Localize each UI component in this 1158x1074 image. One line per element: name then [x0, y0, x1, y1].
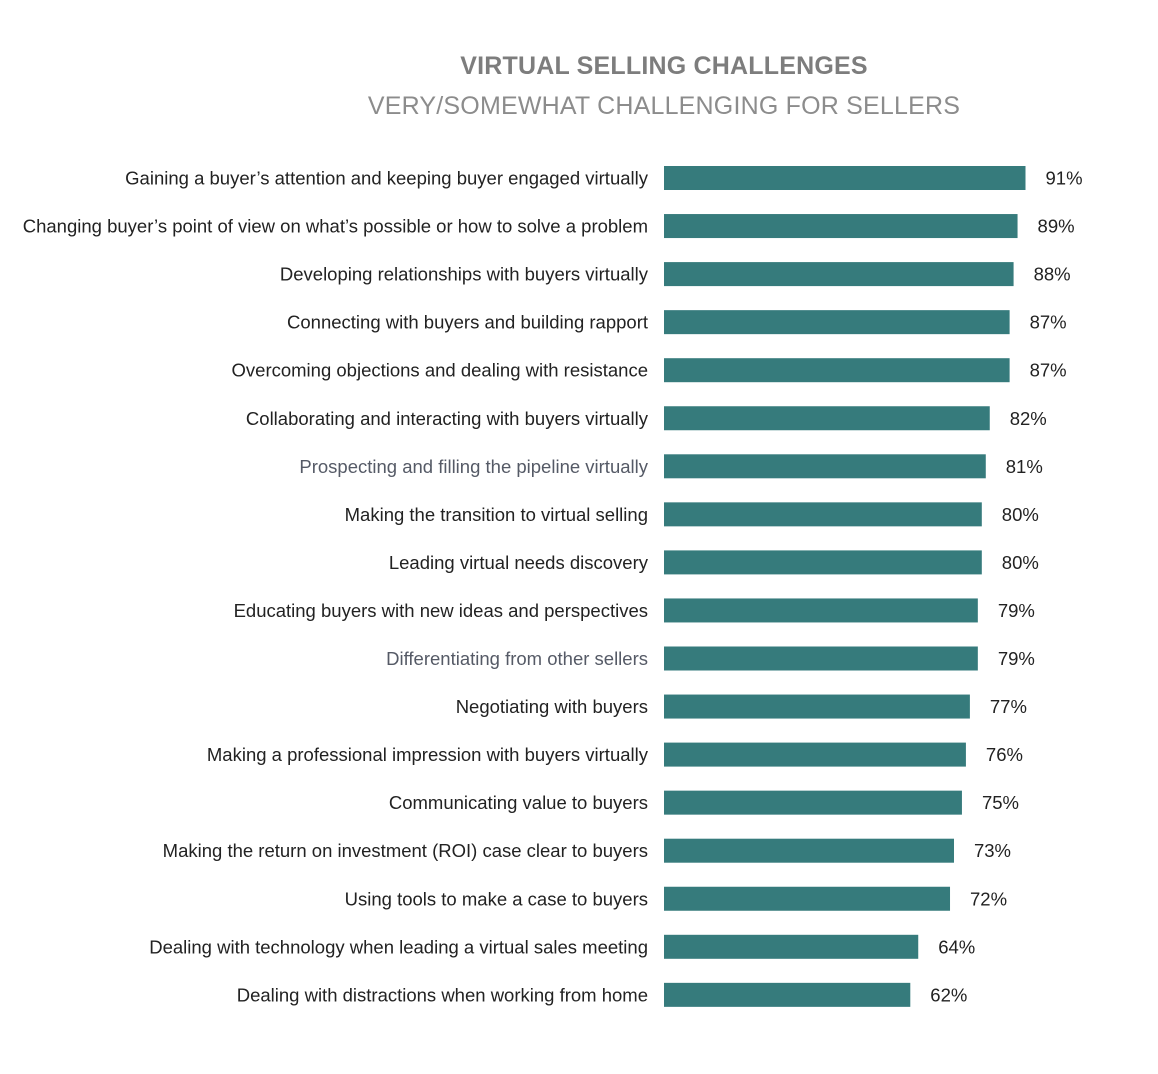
category-label: Prospecting and filling the pipeline vir…: [299, 456, 648, 477]
bar-row: Dealing with technology when leading a v…: [149, 934, 975, 959]
bar: [664, 934, 919, 959]
category-label: Developing relationships with buyers vir…: [280, 264, 649, 285]
category-label: Differentiating from other sellers: [386, 648, 648, 669]
chart-subtitle: VERY/SOMEWHAT CHALLENGING FOR SELLERS: [367, 92, 961, 120]
category-label: Connecting with buyers and building rapp…: [287, 312, 648, 333]
bar-row: Leading virtual needs discovery 80%: [389, 550, 1039, 575]
category-label: Gaining a buyer’s attention and keeping …: [125, 168, 649, 189]
bar-row: Making a professional impression with bu…: [207, 742, 1023, 767]
category-label: Making a professional impression with bu…: [207, 744, 649, 765]
value-label: 87%: [1030, 360, 1067, 381]
bar-row: Educating buyers with new ideas and pers…: [234, 598, 1035, 623]
bar: [664, 358, 1010, 383]
value-label: 72%: [970, 888, 1007, 909]
value-label: 89%: [1038, 216, 1075, 237]
category-label: Communicating value to buyers: [389, 792, 648, 813]
bar-row: Communicating value to buyers 75%: [389, 790, 1019, 815]
bar: [664, 742, 966, 767]
category-label: Leading virtual needs discovery: [389, 552, 649, 573]
bar: [664, 886, 951, 911]
bar: [664, 214, 1018, 239]
category-label: Collaborating and interacting with buyer…: [246, 408, 649, 429]
value-label: 82%: [1010, 408, 1047, 429]
value-label: 62%: [930, 984, 967, 1005]
bar-row: Developing relationships with buyers vir…: [280, 262, 1071, 287]
bars-group: Gaining a buyer’s attention and keeping …: [23, 166, 1083, 1007]
category-label: Changing buyer’s point of view on what’s…: [23, 216, 648, 237]
value-label: 80%: [1002, 552, 1039, 573]
bar-row: Using tools to make a case to buyers 72%: [345, 886, 1007, 911]
bar-row: Collaborating and interacting with buyer…: [246, 406, 1047, 431]
value-label: 75%: [982, 792, 1019, 813]
category-label: Making the transition to virtual selling: [345, 504, 648, 525]
bar: [664, 310, 1010, 335]
value-label: 80%: [1002, 504, 1039, 525]
bar: [664, 982, 911, 1007]
value-label: 64%: [938, 936, 975, 957]
category-label: Using tools to make a case to buyers: [345, 888, 648, 909]
bar-row: Negotiating with buyers 77%: [456, 694, 1027, 719]
value-label: 79%: [998, 648, 1035, 669]
value-label: 81%: [1006, 456, 1043, 477]
category-label: Overcoming objections and dealing with r…: [232, 360, 648, 381]
bar: [664, 406, 990, 431]
bar-row: Making the return on investment (ROI) ca…: [163, 838, 1011, 863]
bar: [664, 838, 954, 863]
chart-title: VIRTUAL SELLING CHALLENGES: [460, 52, 868, 80]
bar-row: Gaining a buyer’s attention and keeping …: [125, 166, 1083, 190]
category-label: Making the return on investment (ROI) ca…: [163, 840, 648, 861]
category-label: Negotiating with buyers: [456, 696, 648, 717]
bar-row: Dealing with distractions when working f…: [237, 982, 967, 1007]
category-label: Educating buyers with new ideas and pers…: [234, 600, 648, 621]
value-label: 79%: [998, 600, 1035, 621]
bar-row: Prospecting and filling the pipeline vir…: [299, 454, 1043, 479]
bar: [664, 502, 982, 527]
value-label: 87%: [1030, 312, 1067, 333]
bar: [664, 598, 978, 623]
bar: [664, 790, 962, 815]
category-label: Dealing with distractions when working f…: [237, 984, 648, 1005]
bar: [664, 694, 970, 719]
value-label: 76%: [986, 744, 1023, 765]
value-label: 91%: [1046, 168, 1083, 189]
bar: [664, 550, 982, 575]
bar-row: Differentiating from other sellers 79%: [386, 646, 1035, 671]
value-label: 73%: [974, 840, 1011, 861]
value-label: 88%: [1034, 264, 1071, 285]
bar-row: Changing buyer’s point of view on what’s…: [23, 214, 1075, 239]
bar: [664, 262, 1014, 287]
bar: [664, 646, 978, 671]
bar-row: Making the transition to virtual selling…: [345, 502, 1039, 527]
category-label: Dealing with technology when leading a v…: [149, 936, 648, 957]
value-label: 77%: [990, 696, 1027, 717]
bar: [664, 166, 1026, 190]
bar: [664, 454, 986, 479]
bar-row: Connecting with buyers and building rapp…: [287, 310, 1067, 335]
bar-row: Overcoming objections and dealing with r…: [232, 358, 1067, 383]
